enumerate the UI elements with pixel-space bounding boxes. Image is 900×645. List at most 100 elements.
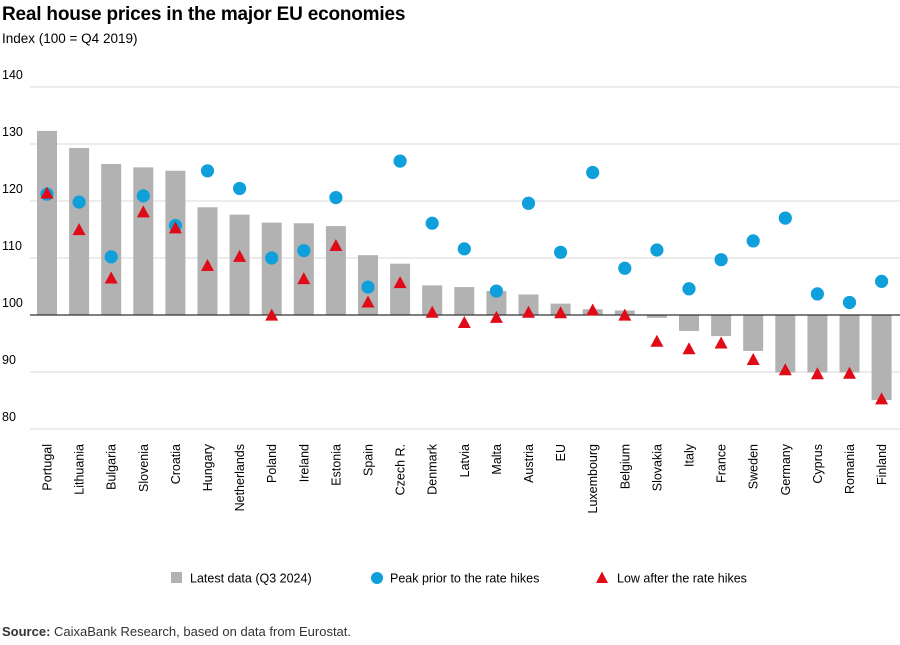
x-tick-label: France [715,444,729,483]
peak-point [714,253,728,267]
chart-title: Real house prices in the major EU econom… [2,4,406,25]
low-point [425,305,439,318]
bar-germany [775,315,796,373]
legend-low-label: Low after the rate hikes [617,572,747,586]
legend-low-swatch [596,571,608,583]
source-label: Source: [2,624,51,639]
bar-romania [839,315,860,373]
y-tick-label: 80 [2,410,16,424]
peak-point [265,251,279,265]
bar-malta [486,291,507,315]
x-tick-label: Malta [490,444,504,475]
low-point [329,239,343,252]
bar-denmark [422,285,443,315]
peak-point [489,284,503,298]
bar-ireland [293,223,314,315]
low-point [104,271,118,284]
x-tick-label: Italy [683,443,697,467]
low-point [393,276,407,289]
low-point [843,366,856,379]
x-tick-label: Cyprus [811,444,825,484]
peak-point [329,190,343,205]
low-point [810,367,824,380]
x-tick-label: Slovakia [650,444,664,491]
x-tick-label: Lithuania [73,444,87,495]
low-point [361,295,375,308]
low-point [618,308,632,321]
bar-italy [679,315,699,331]
bar-czech-r- [390,263,411,315]
low-point [40,186,54,199]
peak-point [393,154,407,168]
peak-point [457,242,471,256]
x-tick-label: Luxembourg [586,444,600,514]
x-tick-label: Finland [875,444,889,485]
x-tick-label: Ireland [297,444,311,482]
low-point [586,303,600,316]
low-point [265,308,279,321]
bar-portugal [37,130,57,315]
low-point [522,305,535,318]
x-tick-label: Spain [362,444,376,476]
low-point [714,336,728,349]
peak-point [842,295,857,310]
peak-point [618,261,632,275]
low-point [746,353,760,366]
y-tick-label: 120 [2,182,23,196]
x-tick-label: Romania [843,444,857,494]
x-tick-label: Bulgaria [105,444,119,490]
y-tick-label: 90 [2,353,16,367]
peak-point [233,181,247,196]
peak-point [586,165,600,180]
y-tick-label: 140 [2,68,23,82]
peak-point [297,243,311,258]
peak-point [778,211,792,225]
bar-netherlands [229,214,250,315]
low-point [650,334,664,347]
low-point [201,258,214,271]
bar-slovenia [133,167,154,315]
peak-point [810,287,825,301]
legend-peak-label: Peak prior to the rate hikes [390,572,539,586]
x-tick-label: Czech R. [394,444,408,495]
x-tick-label: Netherlands [233,444,247,511]
peak-point [72,195,86,209]
peak-point [875,274,889,288]
x-tick-label: Latvia [458,444,472,477]
peak-point [554,245,568,259]
chart: 80 90 100 110 120 130 140 Portugal Lithuania Bulg… [2,68,900,586]
y-tick-label: 110 [2,239,22,253]
peak-point [650,243,664,257]
low-point [457,315,471,328]
low-point [778,363,792,376]
bar-croatia [165,170,186,315]
legend-peak-swatch [371,572,383,584]
peak-point [361,280,375,294]
x-tick-label: Slovenia [137,444,151,492]
peak-point [200,164,215,178]
low-point [682,342,696,355]
legend-bar-label: Latest data (Q3 2024) [190,572,312,586]
bar-austria [518,294,539,315]
x-tick-label: Denmark [426,443,440,494]
bar-finland [871,315,892,400]
peak-point [136,189,150,203]
x-tick-label: Portugal [41,444,55,491]
bar-bulgaria [101,163,122,315]
low-point [233,249,247,262]
x-tick-label: Estonia [329,444,343,486]
low-point [875,392,889,405]
x-tick-label: Croatia [169,444,183,484]
bar-sweden [743,315,764,351]
low-point [489,310,503,323]
source-text: CaixaBank Research, based on data from E… [50,624,352,639]
bar-poland [261,222,282,315]
x-tick-label: EU [554,444,568,461]
peak-point [104,250,118,264]
peak-point [425,216,439,230]
x-tick-label: Austria [522,444,536,483]
peak-point [521,196,536,210]
source-note: Source: CaixaBank Research, based on dat… [2,624,351,639]
low-point [297,272,311,285]
low-point [72,223,86,236]
